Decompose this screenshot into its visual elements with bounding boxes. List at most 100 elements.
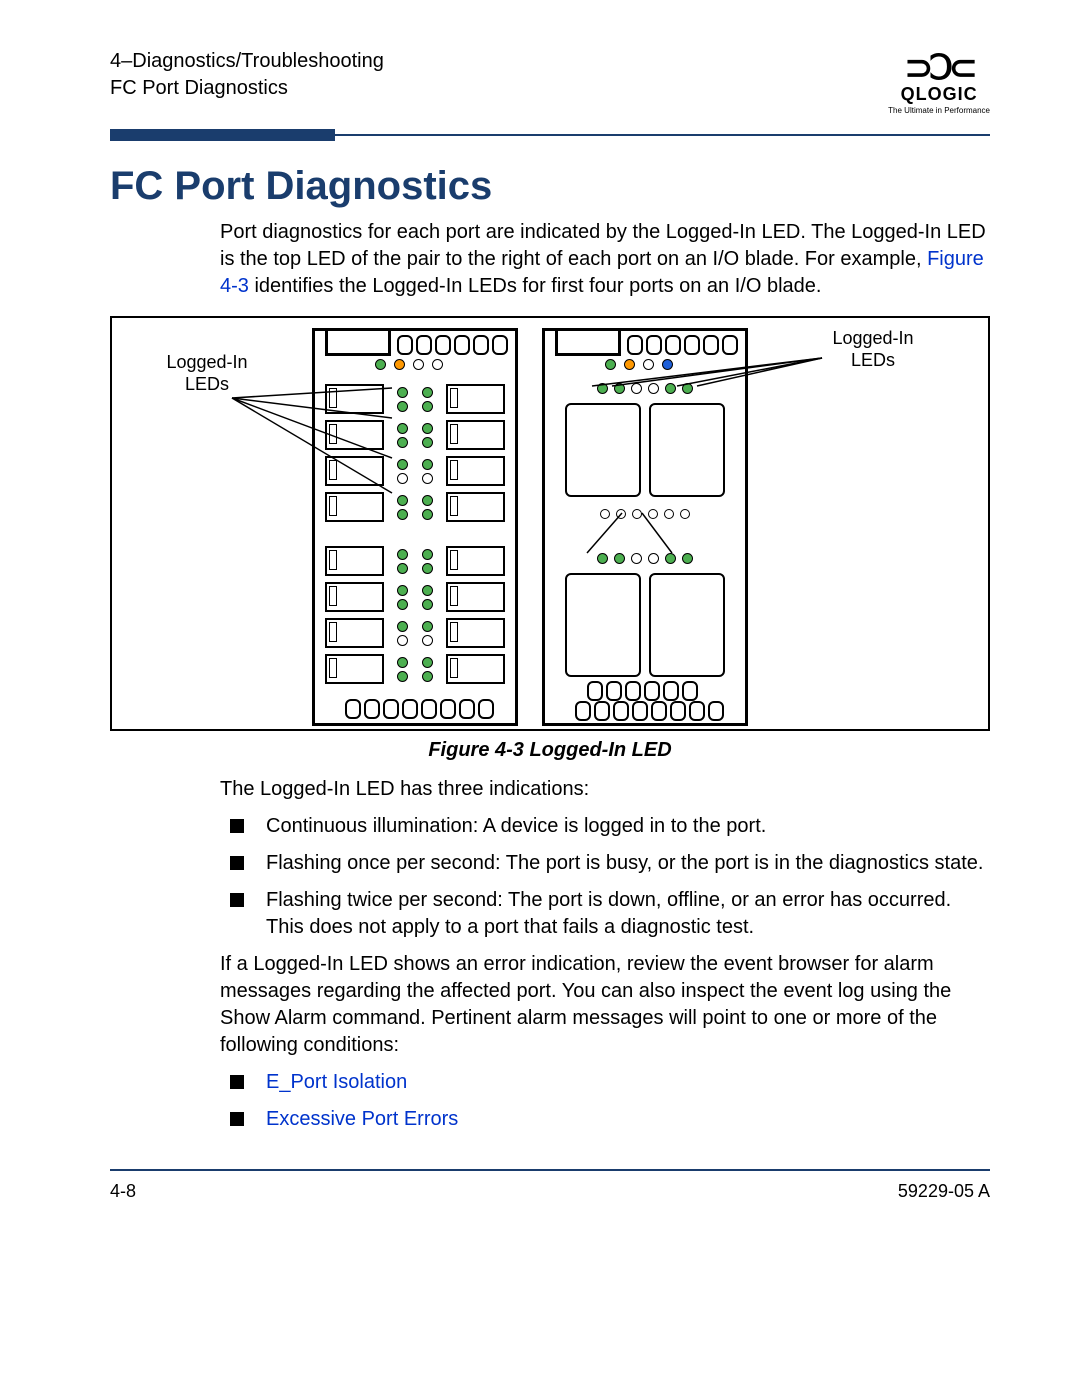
port-icon	[446, 654, 505, 684]
page-title: FC Port Diagnostics	[110, 164, 990, 209]
lead-sentence: The Logged-In LED has three indications:	[220, 776, 990, 803]
status-led-icon	[662, 359, 673, 370]
port-icon	[325, 618, 384, 648]
ring-icon	[664, 509, 674, 519]
section-line: FC Port Diagnostics	[110, 75, 384, 102]
port-icon	[325, 546, 384, 576]
port-icon	[325, 384, 384, 414]
chapter-line: 4–Diagnostics/Troubleshooting	[110, 48, 384, 75]
status-led-row	[605, 359, 673, 370]
logged-in-led-icon	[422, 459, 433, 470]
port-icon	[446, 492, 505, 522]
list-item: Continuous illumination: A device is log…	[220, 813, 990, 840]
activity-led-icon	[422, 401, 433, 412]
vent-bottom	[345, 699, 494, 719]
logged-in-led-icon	[397, 459, 408, 470]
blade-tab-icon	[325, 328, 391, 356]
logged-in-led-icon	[397, 423, 408, 434]
port-icon	[446, 618, 505, 648]
page-number: 4-8	[110, 1181, 136, 1202]
port-icon	[446, 456, 505, 486]
status-led-row	[375, 359, 443, 370]
doc-number: 59229-05 A	[898, 1181, 990, 1202]
mid-rings	[585, 509, 705, 519]
activity-led-icon	[422, 635, 433, 646]
vent-top	[397, 335, 508, 355]
logged-in-led-icon	[422, 423, 433, 434]
led-icon	[682, 383, 693, 394]
brand-logo: ⊃Ↄ⊂ QLOGIC The Ultimate in Performance	[888, 48, 990, 115]
activity-led-icon	[422, 671, 433, 682]
port-icon	[325, 654, 384, 684]
led-icon	[614, 553, 625, 564]
list-item: Excessive Port Errors	[220, 1106, 990, 1133]
excessive-port-errors-link[interactable]: Excessive Port Errors	[266, 1108, 458, 1130]
logged-in-led-icon	[422, 387, 433, 398]
logo-tagline: The Ultimate in Performance	[888, 106, 990, 115]
status-led-icon	[624, 359, 635, 370]
io-blade-right	[542, 328, 748, 726]
module-slot-icon	[565, 573, 641, 677]
module-slot-icon	[565, 403, 641, 497]
status-led-icon	[432, 359, 443, 370]
vent-bottom	[575, 701, 724, 721]
page-footer: 4-8 59229-05 A	[110, 1181, 990, 1202]
logged-in-led-icon	[422, 657, 433, 668]
logged-in-led-icon	[422, 621, 433, 632]
logo-name: QLOGIC	[888, 84, 990, 105]
port-icon	[446, 546, 505, 576]
header-left: 4–Diagnostics/Troubleshooting FC Port Di…	[110, 48, 384, 102]
status-led-icon	[375, 359, 386, 370]
activity-led-icon	[397, 635, 408, 646]
intro-pre: Port diagnostics for each port are indic…	[220, 221, 986, 270]
intro-paragraph: Port diagnostics for each port are indic…	[220, 219, 990, 300]
activity-led-icon	[397, 437, 408, 448]
logged-in-led-icon	[397, 387, 408, 398]
port-icon	[446, 384, 505, 414]
conditions-para: If a Logged-In LED shows an error indica…	[220, 951, 990, 1059]
port-icon	[325, 420, 384, 450]
led-icon	[648, 553, 659, 564]
figure-4-3: Logged-InLEDs Logged-InLEDs	[110, 316, 990, 731]
vent-mid-bottom	[587, 681, 698, 701]
status-led-icon	[413, 359, 424, 370]
status-led-icon	[394, 359, 405, 370]
led-icon	[665, 383, 676, 394]
ring-icon	[616, 509, 626, 519]
ring-icon	[600, 509, 610, 519]
port-icon	[325, 492, 384, 522]
indications-list: Continuous illumination: A device is log…	[220, 813, 990, 941]
page-header: 4–Diagnostics/Troubleshooting FC Port Di…	[110, 48, 990, 115]
body-after-figure: The Logged-In LED has three indications:…	[220, 776, 990, 1133]
logged-in-led-icon	[422, 549, 433, 560]
header-rule-thin	[110, 134, 990, 136]
upper-led-strip	[585, 383, 705, 394]
ring-icon	[648, 509, 658, 519]
list-item: Flashing twice per second: The port is d…	[220, 887, 990, 941]
port-icon	[446, 582, 505, 612]
activity-led-icon	[397, 563, 408, 574]
logged-in-led-icon	[397, 495, 408, 506]
activity-led-icon	[397, 401, 408, 412]
list-item: Flashing once per second: The port is bu…	[220, 850, 990, 877]
led-icon	[631, 553, 642, 564]
led-icon	[682, 553, 693, 564]
eport-isolation-link[interactable]: E_Port Isolation	[266, 1071, 407, 1093]
port-grid	[325, 381, 505, 687]
led-icon	[665, 553, 676, 564]
logged-in-led-icon	[397, 585, 408, 596]
logged-in-led-icon	[397, 621, 408, 632]
list-item: E_Port Isolation	[220, 1069, 990, 1096]
led-icon	[597, 383, 608, 394]
logged-in-led-icon	[397, 549, 408, 560]
ring-icon	[632, 509, 642, 519]
activity-led-icon	[397, 599, 408, 610]
status-led-icon	[643, 359, 654, 370]
activity-led-icon	[422, 509, 433, 520]
ring-icon	[680, 509, 690, 519]
blade-tab-icon	[555, 328, 621, 356]
vent-top	[627, 335, 738, 355]
footer-rule	[110, 1169, 990, 1171]
port-icon	[446, 420, 505, 450]
led-icon	[614, 383, 625, 394]
